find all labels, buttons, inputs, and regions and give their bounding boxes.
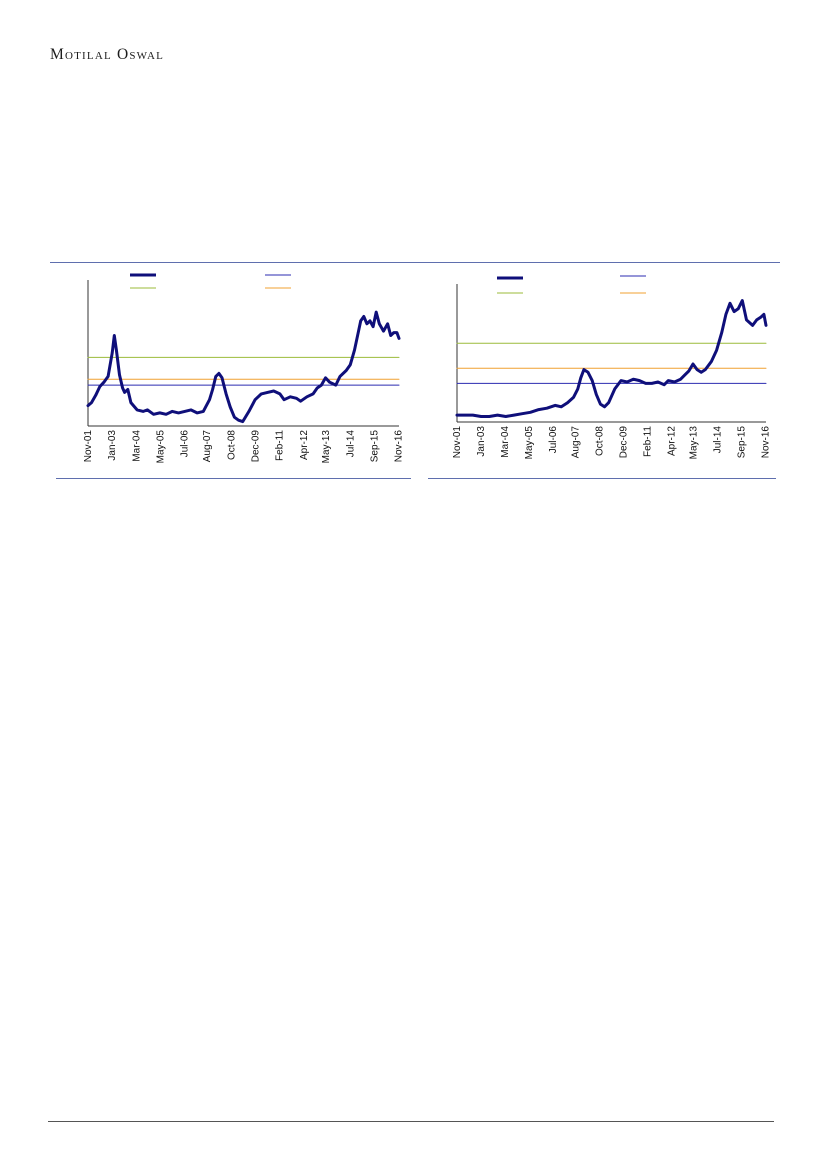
x-tick-label: May-05 <box>155 430 166 464</box>
chart-panel-right: Nov-01 Jan-03 Mar-04 May-05 Jul-06 Aug-07 Oct-… <box>422 264 780 479</box>
chart-left: Nov-01 Jan-03 Mar-04 May-05 Jul-06 Aug-07 Oct-… <box>83 273 405 464</box>
x-tick-label: Mar-04 <box>131 430 142 462</box>
x-tick-label: Jul-14 <box>345 430 356 458</box>
x-tick-label: Oct-08 <box>226 430 237 460</box>
footer-rule <box>48 1121 774 1122</box>
x-tick-label: Jul-14 <box>713 426 724 454</box>
x-tick-label: Nov-01 <box>83 430 94 463</box>
x-tick-label: Aug-07 <box>202 430 213 463</box>
x-tick-label: Jul-06 <box>180 430 191 458</box>
top-rule <box>50 262 780 263</box>
panel-rule-left <box>56 478 411 479</box>
x-tick-label: Dec-09 <box>618 426 629 459</box>
x-tick-label: May-13 <box>689 426 700 460</box>
x-tick-label: Mar-04 <box>500 426 511 458</box>
x-tick-label: Dec-09 <box>251 430 262 463</box>
chart-right: Nov-01 Jan-03 Mar-04 May-05 Jul-06 Aug-07 Oct-… <box>452 275 772 460</box>
x-tick-label: Oct-08 <box>594 426 605 456</box>
x-tick-label: May-05 <box>524 426 535 460</box>
x-tick-label: Nov-16 <box>761 426 772 459</box>
chart-panel-left: Nov-01 Jan-03 Mar-04 May-05 Jul-06 Aug-07 Oct-… <box>50 264 415 479</box>
x-tick-label: Sep-15 <box>737 426 748 459</box>
x-tick-label: Sep-15 <box>370 430 381 463</box>
x-tick-label: Feb-11 <box>275 430 286 461</box>
panel-rule-right <box>428 478 776 479</box>
x-tick-label: Apr-12 <box>666 426 677 456</box>
brand-logo: Motilal Oswal <box>50 46 165 63</box>
x-tick-label: Aug-07 <box>570 426 581 459</box>
x-tick-label: Nov-01 <box>452 426 463 459</box>
main-series <box>86 310 401 424</box>
x-tick-label: Apr-12 <box>299 430 310 460</box>
x-tick-label: Feb-11 <box>642 426 653 457</box>
x-tick-label: May-13 <box>321 430 332 464</box>
x-tick-label: Jul-06 <box>548 426 559 454</box>
x-tick-label: Nov-16 <box>394 430 405 463</box>
main-series <box>455 299 768 418</box>
x-tick-label: Jan-03 <box>107 430 118 461</box>
x-tick-label: Jan-03 <box>476 426 487 457</box>
